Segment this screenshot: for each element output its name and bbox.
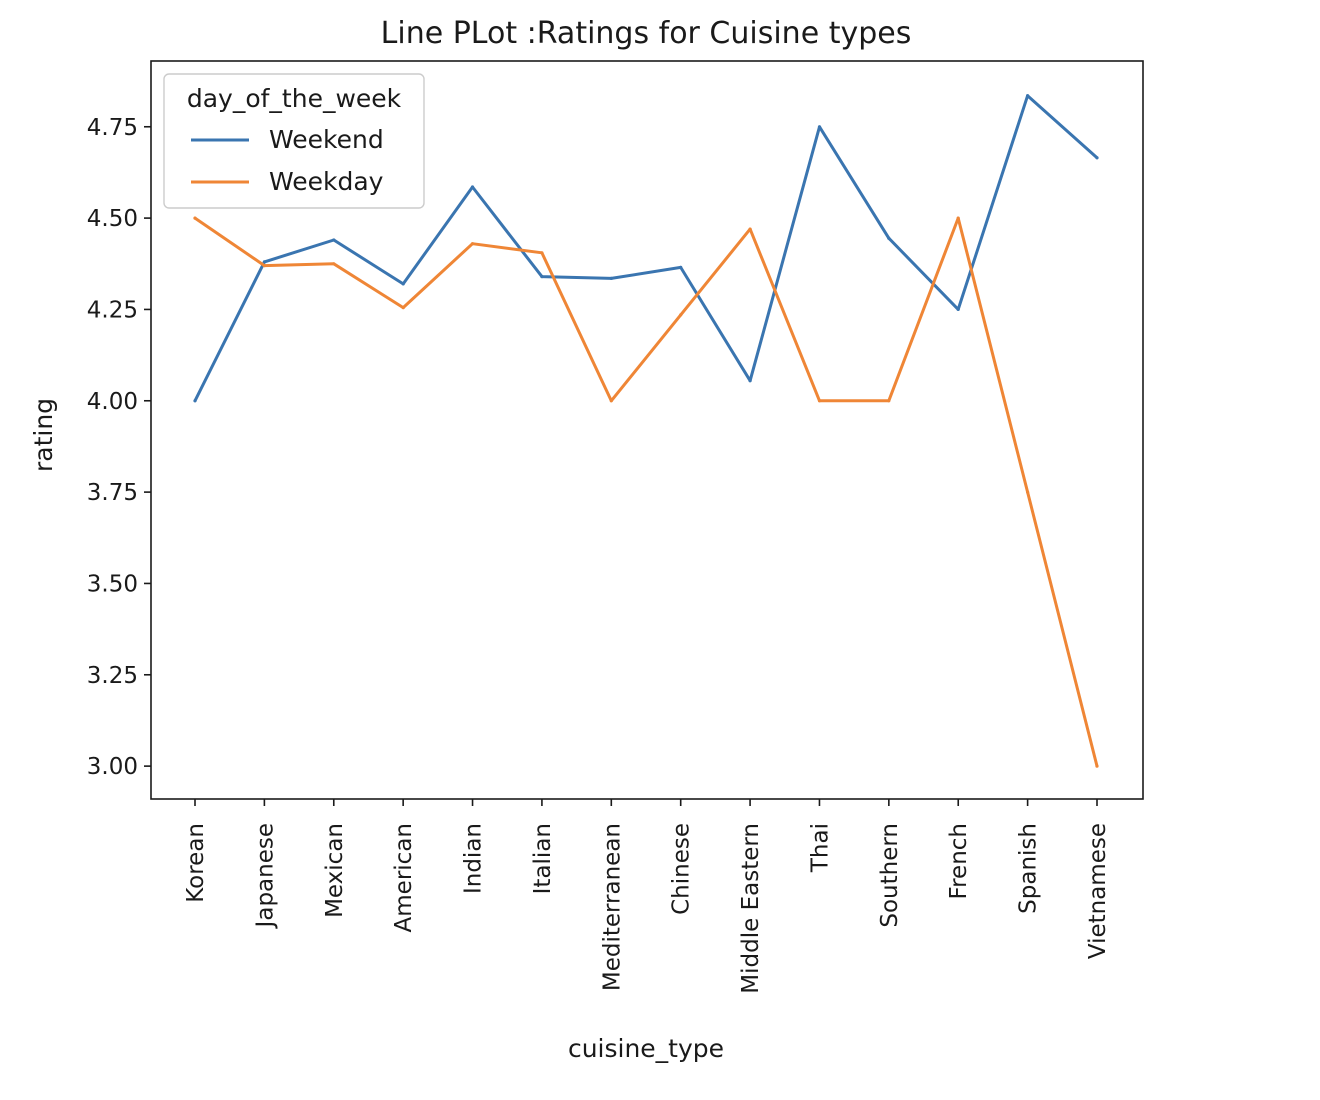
legend-title: day_of_the_week — [187, 84, 402, 113]
data-point-weekday — [193, 216, 197, 220]
x-axis-label: cuisine_type — [568, 1034, 724, 1063]
data-point-weekday — [817, 399, 822, 403]
data-point-weekday — [956, 216, 960, 220]
x-tick-label: Italian — [530, 823, 556, 894]
y-tick-label: 4.50 — [87, 206, 138, 232]
x-tick-label: French — [946, 823, 972, 899]
data-point-weekday — [401, 306, 405, 310]
x-tick-label: Southern — [877, 823, 903, 928]
data-point-weekend — [1095, 156, 1099, 160]
x-tick-label: American — [391, 823, 417, 932]
y-tick-label: 3.00 — [87, 754, 138, 780]
data-point-weekday — [679, 313, 683, 317]
y-axis-label: rating — [29, 398, 58, 472]
legend-entry-weekend: Weekend — [269, 125, 384, 154]
data-point-weekday — [332, 262, 336, 266]
data-point-weekend — [748, 379, 752, 383]
y-tick-label: 4.75 — [87, 115, 138, 141]
x-tick-label: Mexican — [322, 823, 348, 918]
data-point-weekday — [609, 399, 613, 403]
data-point-weekday — [748, 227, 752, 231]
y-tick-label: 4.25 — [87, 297, 138, 323]
data-point-weekend — [470, 185, 475, 189]
x-tick-label: Chinese — [669, 823, 695, 915]
x-tick-label: Korean — [183, 823, 209, 903]
x-tick-label: Japanese — [252, 823, 278, 929]
data-point-weekend — [262, 260, 266, 264]
data-point-weekend — [332, 238, 336, 242]
legend-box — [163, 73, 425, 209]
data-point-weekend — [956, 307, 960, 311]
data-point-weekend — [817, 125, 822, 129]
chart-title: Line PLot :Ratings for Cuisine types — [381, 16, 912, 51]
data-point-weekday — [1026, 490, 1030, 494]
legend-entry-weekday: Weekday — [269, 167, 384, 196]
y-tick-label: 3.50 — [87, 571, 138, 597]
y-tick-label: 3.25 — [87, 663, 138, 689]
plot-frame — [150, 60, 1144, 800]
y-tick-label: 4.00 — [87, 389, 138, 415]
data-point-weekend — [609, 276, 613, 280]
data-point-weekday — [540, 251, 544, 255]
x-tick-label: Vietnamese — [1085, 823, 1111, 959]
y-tick-label: 3.75 — [87, 480, 138, 506]
data-point-weekday — [262, 264, 266, 268]
x-tick-label: Middle Eastern — [738, 823, 764, 994]
series-line-weekday — [193, 216, 1099, 768]
data-point-weekend — [1026, 94, 1030, 98]
data-point-weekend — [679, 265, 683, 269]
data-point-weekend — [193, 399, 197, 403]
data-point-weekday — [887, 399, 891, 403]
x-tick-label: Mediterranean — [599, 823, 625, 991]
data-point-weekday — [470, 242, 475, 246]
data-point-weekend — [887, 236, 891, 240]
x-tick-label: Thai — [808, 823, 834, 873]
series-line-weekend — [193, 94, 1099, 403]
data-point-weekend — [540, 275, 544, 279]
x-tick-label: Spanish — [1016, 823, 1042, 914]
x-tick-label: Indian — [461, 823, 487, 894]
data-point-weekend — [401, 282, 405, 286]
data-point-weekday — [1095, 764, 1099, 768]
